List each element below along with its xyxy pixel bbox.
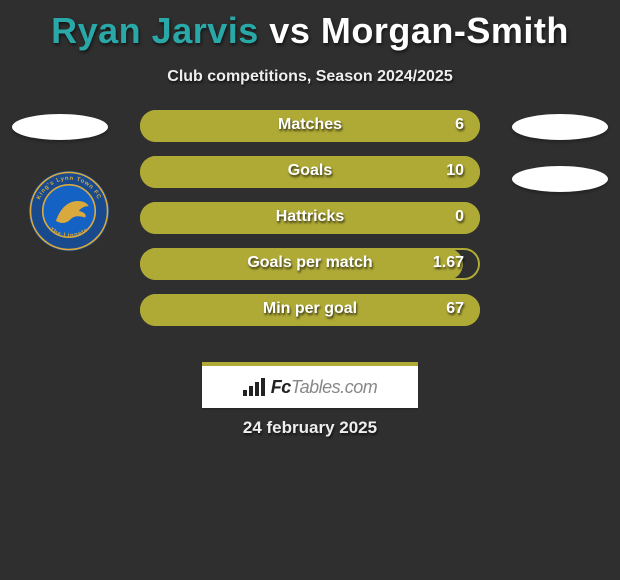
stat-bar-border xyxy=(140,202,480,234)
player-left-avatar-placeholder xyxy=(12,114,108,140)
player-right-avatar-placeholder xyxy=(512,114,608,140)
brand-badge[interactable]: FcTables.com xyxy=(202,362,418,408)
brand-bars-icon xyxy=(243,378,265,396)
brand-prefix: Fc xyxy=(271,377,291,397)
stat-value: 67 xyxy=(446,300,464,318)
stat-value: 1.67 xyxy=(433,254,464,272)
stat-value: 10 xyxy=(446,162,464,180)
comparison-chart: King's Lynn Town FC The Linnets Matches6… xyxy=(0,114,620,354)
club-crest-icon: King's Lynn Town FC The Linnets xyxy=(28,170,110,252)
player-right-secondary-placeholder xyxy=(512,166,608,192)
stat-row: Goals10 xyxy=(140,156,480,188)
stat-row: Matches6 xyxy=(140,110,480,142)
player-left-name: Ryan Jarvis xyxy=(51,10,259,51)
comparison-title: Ryan Jarvis vs Morgan-Smith xyxy=(0,10,620,52)
stat-bar-border xyxy=(140,248,480,280)
brand-suffix: Tables.com xyxy=(291,377,377,397)
generated-date: 24 february 2025 xyxy=(0,418,620,438)
season-subtitle: Club competitions, Season 2024/2025 xyxy=(0,68,620,86)
stat-bar-border xyxy=(140,294,480,326)
player-right-name: Morgan-Smith xyxy=(321,10,569,51)
vs-label: vs xyxy=(269,10,310,51)
stat-value: 0 xyxy=(455,208,464,226)
stat-value: 6 xyxy=(455,116,464,134)
stat-bar-border xyxy=(140,110,480,142)
stat-row: Goals per match1.67 xyxy=(140,248,480,280)
stat-bars-container: Matches6 Goals10 Hattricks0 Goals per match… xyxy=(140,110,480,340)
stat-row: Min per goal67 xyxy=(140,294,480,326)
brand-text: FcTables.com xyxy=(271,377,377,398)
stat-bar-border xyxy=(140,156,480,188)
stat-row: Hattricks0 xyxy=(140,202,480,234)
